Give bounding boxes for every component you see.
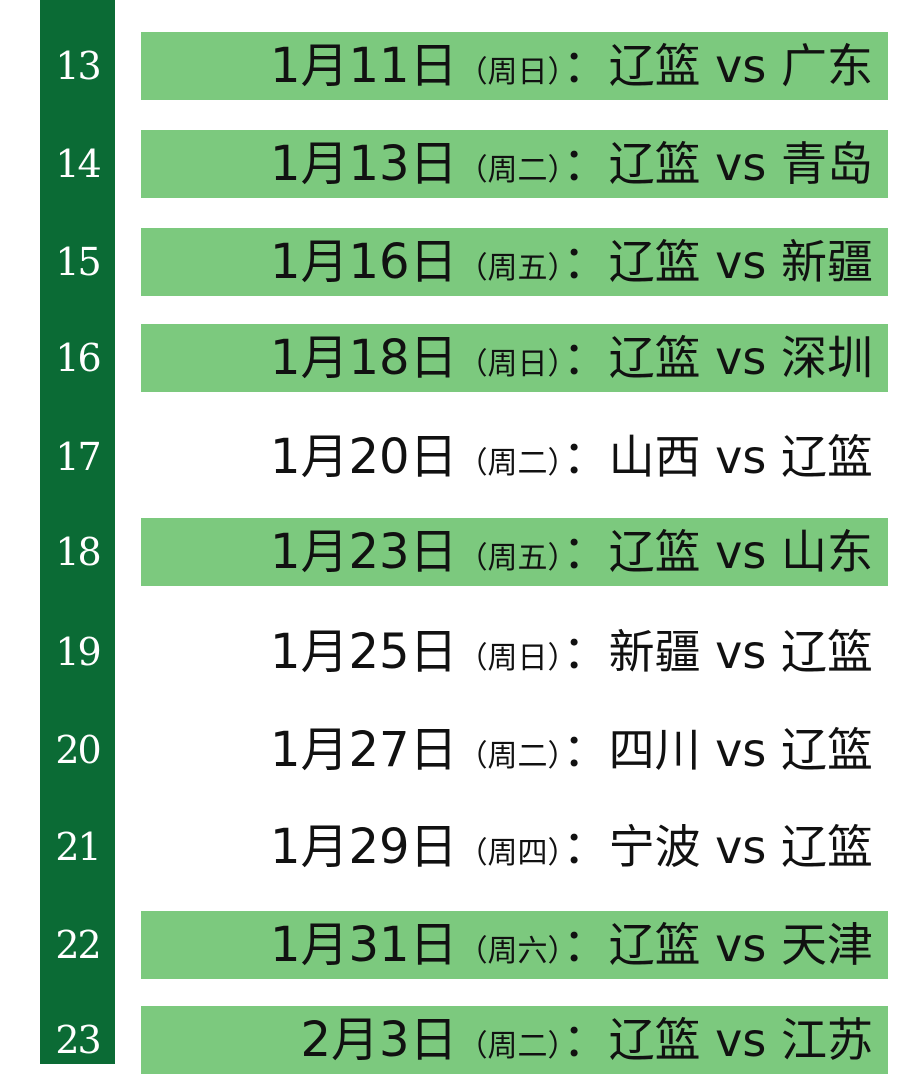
colon: ：	[562, 723, 609, 777]
game-number: 14	[55, 142, 101, 186]
game-matchup: 辽篮 vs 新疆	[608, 235, 873, 289]
game-text: 1月11日（周日）：辽篮 vs 广东	[270, 32, 873, 100]
game-date: 1月16日	[269, 234, 458, 290]
game-weekday: （周日）	[457, 55, 563, 90]
game-date: 1月25日	[269, 624, 458, 680]
sidebar-strip	[40, 0, 115, 1064]
home-game-highlight	[141, 324, 888, 392]
game-matchup: 辽篮 vs 山东	[608, 525, 873, 579]
schedule-row: 23 2月3日（周二）：辽篮 vs 江苏	[0, 1006, 919, 1074]
game-weekday: （周日）	[457, 641, 563, 676]
schedule-row: 19 1月25日（周日）：新疆 vs 辽篮	[0, 618, 919, 686]
game-matchup: 山西 vs 辽篮	[608, 430, 873, 484]
game-weekday: （周四）	[457, 836, 563, 871]
game-number: 20	[55, 728, 101, 772]
schedule-row: 20 1月27日（周二）：四川 vs 辽篮	[0, 716, 919, 784]
game-matchup: 辽篮 vs 深圳	[608, 331, 873, 385]
game-matchup: 辽篮 vs 青岛	[608, 137, 873, 191]
schedule-row: 16 1月18日（周日）：辽篮 vs 深圳	[0, 324, 919, 392]
schedule-row: 13 1月11日（周日）：辽篮 vs 广东	[0, 32, 919, 100]
game-text: 1月16日（周五）：辽篮 vs 新疆	[270, 228, 873, 296]
schedule-row: 15 1月16日（周五）：辽篮 vs 新疆	[0, 228, 919, 296]
game-date: 2月3日	[300, 1012, 458, 1068]
game-matchup: 辽篮 vs 天津	[608, 918, 873, 972]
game-weekday: （周日）	[457, 347, 563, 382]
schedule-row: 21 1月29日（周四）：宁波 vs 辽篮	[0, 813, 919, 881]
game-number: 23	[55, 1018, 101, 1062]
colon: ：	[562, 918, 609, 972]
home-game-highlight	[141, 911, 888, 979]
game-date: 1月27日	[269, 722, 458, 778]
game-number: 17	[55, 435, 101, 479]
game-text: 1月13日（周二）：辽篮 vs 青岛	[270, 130, 873, 198]
game-weekday: （周六）	[457, 934, 563, 969]
game-number: 19	[55, 630, 101, 674]
game-date: 1月20日	[269, 429, 458, 485]
home-game-highlight	[141, 518, 888, 586]
home-game-highlight	[141, 1006, 888, 1074]
game-number: 22	[55, 923, 101, 967]
game-date: 1月13日	[269, 136, 458, 192]
game-number: 21	[55, 825, 101, 869]
game-text: 1月18日（周日）：辽篮 vs 深圳	[270, 324, 873, 392]
colon: ：	[562, 820, 609, 874]
game-weekday: （周二）	[457, 1029, 563, 1064]
schedule-row: 17 1月20日（周二）：山西 vs 辽篮	[0, 423, 919, 491]
schedule-row: 14 1月13日（周二）：辽篮 vs 青岛	[0, 130, 919, 198]
schedule-row: 22 1月31日（周六）：辽篮 vs 天津	[0, 911, 919, 979]
game-date: 1月18日	[269, 330, 458, 386]
game-text: 1月23日（周五）：辽篮 vs 山东	[270, 518, 873, 586]
colon: ：	[562, 235, 609, 289]
game-number: 15	[55, 240, 101, 284]
game-matchup: 新疆 vs 辽篮	[608, 625, 873, 679]
game-matchup: 辽篮 vs 江苏	[608, 1013, 873, 1067]
home-game-highlight	[141, 130, 888, 198]
game-text: 1月29日（周四）：宁波 vs 辽篮	[270, 813, 873, 881]
home-game-highlight	[141, 32, 888, 100]
colon: ：	[562, 1013, 609, 1067]
game-date: 1月23日	[269, 524, 458, 580]
game-date: 1月11日	[269, 38, 458, 94]
game-text: 1月27日（周二）：四川 vs 辽篮	[270, 716, 873, 784]
home-game-highlight	[141, 228, 888, 296]
game-weekday: （周二）	[457, 446, 563, 481]
schedule-row: 18 1月23日（周五）：辽篮 vs 山东	[0, 518, 919, 586]
game-weekday: （周五）	[457, 541, 563, 576]
colon: ：	[562, 39, 609, 93]
colon: ：	[562, 625, 609, 679]
game-weekday: （周五）	[457, 251, 563, 286]
game-date: 1月31日	[269, 917, 458, 973]
game-number: 18	[55, 530, 101, 574]
colon: ：	[562, 525, 609, 579]
colon: ：	[562, 430, 609, 484]
game-date: 1月29日	[269, 819, 458, 875]
colon: ：	[562, 331, 609, 385]
game-weekday: （周二）	[457, 739, 563, 774]
game-text: 1月31日（周六）：辽篮 vs 天津	[270, 911, 873, 979]
game-text: 1月20日（周二）：山西 vs 辽篮	[270, 423, 873, 491]
colon: ：	[562, 137, 609, 191]
game-matchup: 辽篮 vs 广东	[608, 39, 873, 93]
game-number: 16	[55, 336, 101, 380]
game-weekday: （周二）	[457, 153, 563, 188]
game-matchup: 四川 vs 辽篮	[608, 723, 873, 777]
game-matchup: 宁波 vs 辽篮	[608, 820, 873, 874]
game-text: 1月25日（周日）：新疆 vs 辽篮	[270, 618, 873, 686]
game-number: 13	[55, 44, 101, 88]
game-text: 2月3日（周二）：辽篮 vs 江苏	[300, 1006, 873, 1074]
